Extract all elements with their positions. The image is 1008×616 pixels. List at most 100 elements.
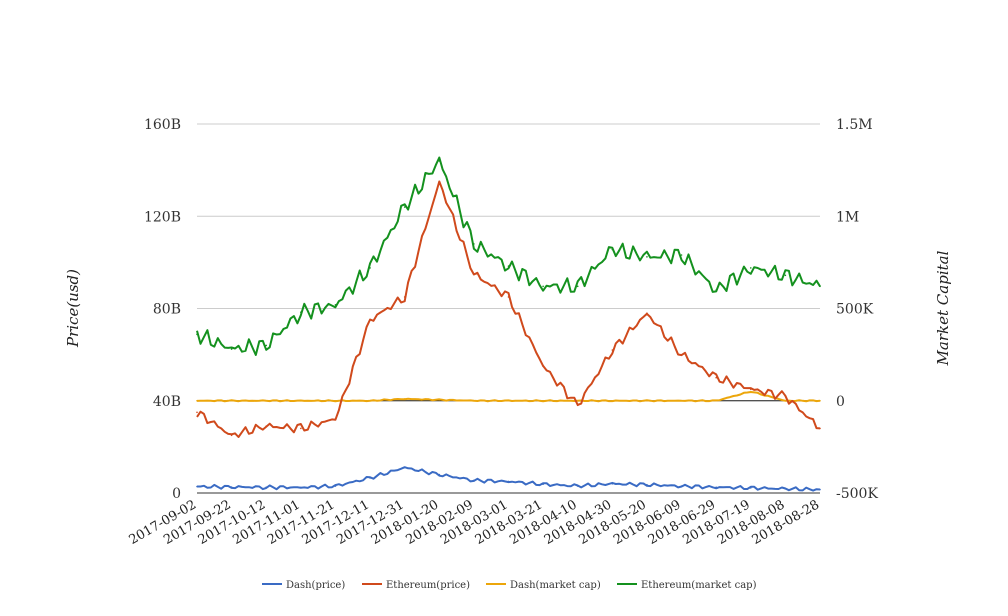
data-point [784,395,787,397]
data-point [680,485,683,487]
data-point [196,411,198,414]
y-tick-label: 120B [144,209,181,225]
y-axis-title: Price(usd) [64,269,82,348]
data-point [749,267,752,269]
data-point [646,312,648,314]
data-point [300,427,302,430]
data-point [507,480,510,483]
data-point [369,267,371,269]
data-point [196,333,198,336]
data-point [265,344,268,347]
data-point [749,388,752,391]
y-tick-label: 160B [144,117,181,133]
data-point [611,399,614,402]
data-point [749,487,752,489]
data-point [749,390,752,393]
data-point [542,483,544,486]
data-point [784,399,787,402]
data-point [680,399,683,402]
legend: Dash(price) Ethereum(price) Dash(market ca… [262,580,757,591]
data-point [542,365,544,367]
series-line-1 [196,180,821,438]
series-line-2 [196,391,821,403]
y-tick-label: 0 [172,486,181,502]
data-point [438,180,441,183]
data-point [334,399,337,402]
data-point [265,425,268,427]
y-tick-label: 40B [153,394,181,410]
data-point [576,485,579,487]
series-line-3 [196,156,821,356]
gridlines [197,123,820,494]
data-point [334,304,337,306]
data-point [473,479,475,482]
right-axis-tick-labels: -500K 0 500K 1M 1.5M [836,117,878,502]
data-point [646,256,648,258]
data-point [334,485,337,487]
y2-axis-title: Market Capital [934,250,952,366]
data-point [784,274,787,277]
data-point [542,285,544,288]
data-point [403,206,406,208]
data-point [473,399,475,402]
legend-label: Dash(price) [286,580,345,591]
data-point [646,483,648,486]
y2-tick-label: 1.5M [836,117,873,133]
data-point [576,404,579,407]
data-point [680,254,683,256]
data-point [403,466,406,469]
data-point [230,486,233,488]
x-axis-tick-labels: 2017-09-022017-09-222017-10-122017-11-01… [127,497,822,547]
data-point [334,418,337,421]
data-point [576,285,579,288]
data-point [576,399,579,402]
data-point [438,160,441,162]
data-point [300,399,302,402]
y2-tick-label: 500K [836,302,874,318]
y2-tick-label: -500K [836,486,878,502]
data-point [542,399,544,402]
data-point [265,486,268,489]
data-point [369,477,371,479]
data-point [196,485,198,488]
data-point [507,399,510,402]
data-point [646,399,648,402]
data-point [369,319,371,321]
y2-tick-label: 1M [836,209,859,225]
series-lines [196,156,821,492]
data-point [230,399,233,402]
data-point [784,488,787,490]
data-point [507,296,510,298]
data-point [473,273,475,275]
data-point [507,265,510,267]
left-axis-tick-labels: 0 40B 80B 120B 160B [144,117,181,502]
legend-label: Ethereum(price) [386,580,470,591]
data-point [196,399,198,402]
data-point [611,349,614,351]
data-point [369,399,371,402]
y-tick-label: 80B [153,302,181,318]
data-point [403,398,406,400]
data-point [715,399,717,402]
data-point [715,486,717,489]
series-line-0 [197,466,821,492]
data-point [438,399,441,401]
data-point [300,486,302,489]
data-point [473,243,475,245]
data-point [300,311,302,313]
data-point [715,289,717,291]
legend-label: Ethereum(market cap) [641,580,757,591]
data-point [265,399,268,402]
data-point [611,482,614,485]
data-point [680,353,683,356]
data-point [611,248,614,251]
data-point [715,376,717,379]
data-point [819,399,821,402]
y2-tick-label: 0 [836,394,845,410]
data-point [230,348,233,350]
data-point [230,434,233,437]
data-point [438,473,441,476]
legend-label: Dash(market cap) [510,580,601,591]
data-point [819,488,821,491]
